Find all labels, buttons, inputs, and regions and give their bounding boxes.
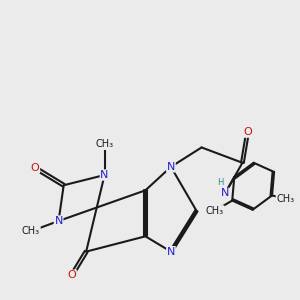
Text: CH₃: CH₃ [276, 194, 294, 203]
Text: CH₃: CH₃ [22, 226, 40, 236]
Text: CH₃: CH₃ [95, 140, 114, 149]
Text: H: H [217, 178, 224, 187]
Text: N: N [167, 247, 175, 256]
Text: O: O [68, 270, 76, 280]
Text: N: N [54, 216, 63, 226]
Text: CH₃: CH₃ [206, 206, 224, 216]
Text: N: N [221, 188, 229, 198]
Text: N: N [167, 162, 175, 172]
Text: O: O [243, 127, 252, 137]
Text: N: N [100, 170, 109, 180]
Text: O: O [31, 163, 40, 173]
